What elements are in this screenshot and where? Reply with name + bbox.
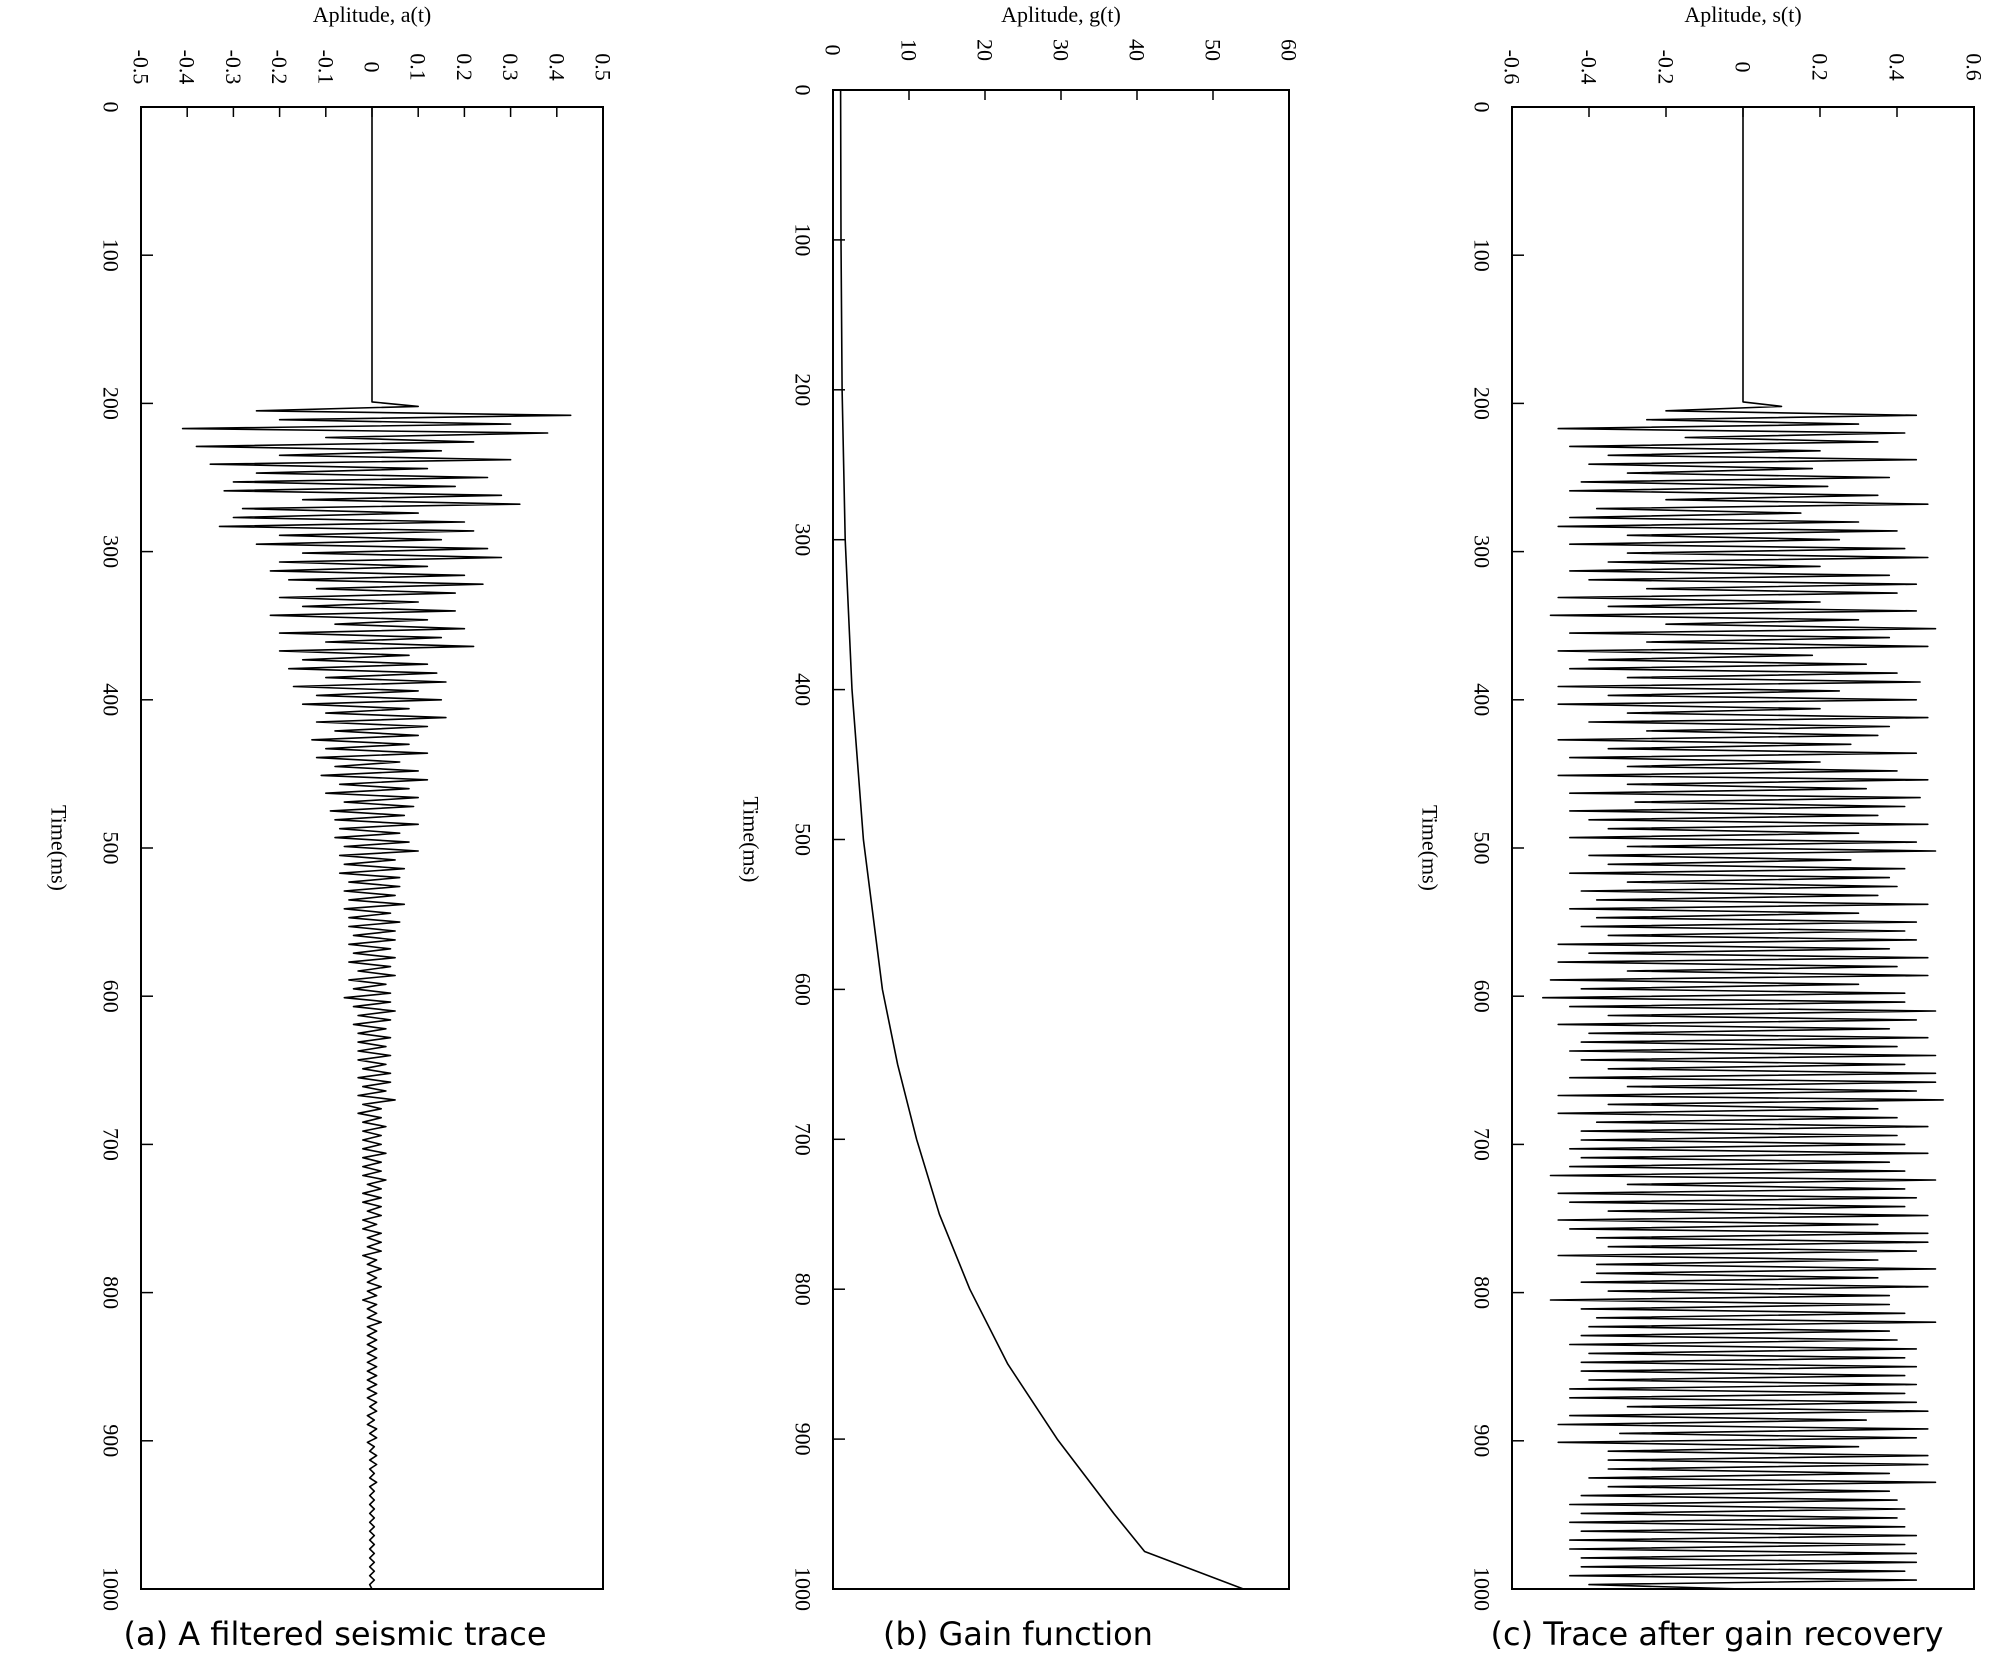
time-tick-label: 500 — [791, 823, 816, 856]
amplitude-tick-label: 0.4 — [544, 53, 569, 81]
time-axis-label: Time(ms) — [47, 805, 72, 891]
time-tick-label: 1000 — [99, 1567, 124, 1611]
time-tick-label: 300 — [791, 523, 816, 556]
time-tick-label: 600 — [791, 973, 816, 1006]
amplitude-tick-label: 0.3 — [498, 53, 523, 81]
amplitude-tick-label: 0.2 — [1808, 53, 1833, 81]
time-tick-label: 500 — [1470, 832, 1495, 865]
time-tick-label: 900 — [1470, 1424, 1495, 1457]
time-axis-label: Time(ms) — [739, 797, 764, 883]
amplitude-tick-label: -0.3 — [221, 50, 246, 85]
amplitude-axis-label: Aplitude, s(t) — [1684, 2, 1801, 27]
amplitude-tick-label: 60 — [1277, 39, 1302, 61]
amplitude-axis-label: Aplitude, a(t) — [313, 2, 432, 27]
time-tick-label: 800 — [1470, 1276, 1495, 1309]
time-tick-label: 0 — [791, 85, 816, 96]
time-tick-label: 900 — [791, 1423, 816, 1456]
series-line-b — [839, 89, 1244, 1590]
time-tick-label: 700 — [791, 1123, 816, 1156]
time-tick-label: 300 — [99, 535, 124, 568]
time-tick-label: 600 — [99, 980, 124, 1013]
time-tick-label: 300 — [1470, 535, 1495, 568]
amplitude-tick-label: 0 — [1731, 62, 1756, 73]
plot-frame — [832, 89, 1290, 1590]
amplitude-tick-label: -0.2 — [267, 50, 292, 85]
chart-panel-b: 0 100 200 300 400 500 600 700 800 900 1000 0 10 20 30 4… — [739, 2, 1302, 1653]
time-tick-label: 700 — [99, 1128, 124, 1161]
time-axis-label: Time(ms) — [1418, 805, 1443, 891]
chart-panel-c: 0 100 200 300 400 500 600 700 800 900 1000 -0.6 -0.4… — [1418, 2, 1987, 1653]
time-tick-label: 400 — [99, 683, 124, 716]
panel-caption: (b) Gain function — [883, 1615, 1153, 1653]
time-tick-label: 400 — [791, 673, 816, 706]
amplitude-tick-label: 30 — [1049, 39, 1074, 61]
time-tick-label: 800 — [99, 1276, 124, 1309]
time-tick-label: 100 — [791, 223, 816, 256]
time-tick-label: 200 — [1470, 387, 1495, 420]
time-tick-label: 800 — [791, 1273, 816, 1306]
amplitude-tick-label: 0 — [360, 62, 385, 73]
amplitude-tick-label: -0.1 — [313, 50, 338, 85]
panel-caption: (a) A filtered seismic trace — [123, 1615, 546, 1653]
time-tick-label: 200 — [791, 373, 816, 406]
time-tick-label: 100 — [1470, 239, 1495, 272]
time-tick-label: 700 — [1470, 1128, 1495, 1161]
amplitude-tick-label: 40 — [1125, 39, 1150, 61]
amplitude-tick-label: -0.4 — [1577, 50, 1602, 85]
time-tick-label: 500 — [99, 832, 124, 865]
amplitude-tick-label: 0.1 — [406, 53, 431, 81]
amplitude-tick-label: -0.5 — [129, 50, 154, 85]
time-tick-label: 1000 — [1470, 1567, 1495, 1611]
time-tick-label: 200 — [99, 387, 124, 420]
time-tick-label: 600 — [1470, 980, 1495, 1013]
amplitude-tick-label: 10 — [897, 39, 922, 61]
time-tick-label: 400 — [1470, 683, 1495, 716]
panel-caption: (c) Trace after gain recovery — [1491, 1615, 1944, 1653]
time-tick-label: 0 — [1470, 102, 1495, 113]
time-tick-label: 0 — [99, 102, 124, 113]
time-tick-label: 1000 — [791, 1567, 816, 1611]
time-tick-label: 100 — [98, 239, 123, 272]
amplitude-tick-label: 0 — [821, 45, 846, 56]
amplitude-axis-label: Aplitude, g(t) — [1001, 2, 1121, 27]
amplitude-tick-label: 0.5 — [591, 53, 616, 81]
amplitude-tick-label: -0.6 — [1500, 50, 1525, 85]
series-line-c — [1542, 107, 1944, 1590]
amplitude-tick-label: 50 — [1201, 39, 1226, 61]
time-tick-label: 900 — [99, 1424, 124, 1457]
series-line-a — [181, 107, 572, 1590]
amplitude-tick-label: 0.6 — [1962, 53, 1987, 81]
amplitude-tick-label: 20 — [973, 39, 998, 61]
amplitude-tick-label: 0.2 — [452, 53, 477, 81]
chart-panel-a: 0 100 200 300 400 500 600 700 800 900 1000 -0.5 -0.4… — [47, 2, 616, 1653]
amplitude-tick-label: -0.2 — [1654, 50, 1679, 85]
amplitude-tick-label: -0.4 — [175, 50, 200, 85]
amplitude-tick-label: 0.4 — [1885, 53, 1910, 81]
